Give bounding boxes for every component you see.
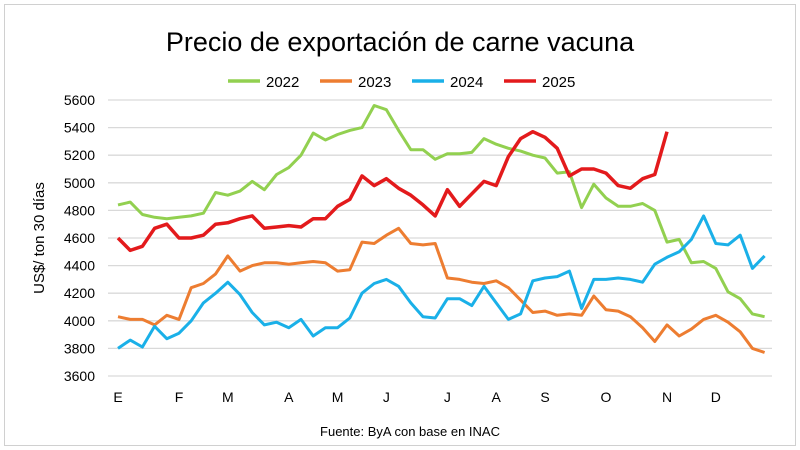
legend: 2022 2023 2024 2025 [228,74,575,91]
x-tick-label: M [222,389,234,405]
series-line-2025 [116,129,669,253]
x-tick-label: E [113,389,122,405]
legend-label-2023: 2023 [358,74,391,91]
y-axis-label: US$/ ton 30 días [31,182,48,294]
x-tick-label: M [332,389,344,405]
series-line-2024 [117,214,766,350]
legend-label-2025: 2025 [542,74,575,91]
legend-label-2022: 2022 [266,74,299,91]
legend-label-2024: 2024 [450,74,483,91]
x-tick-label: S [540,389,549,405]
x-tick-label: O [601,389,612,405]
series-line-2023 [117,226,766,354]
gridlines [108,99,772,377]
y-tick-label: 5600 [64,92,95,108]
y-tick-label: 5000 [64,175,95,191]
y-tick-label: 4000 [64,313,95,329]
chart-frame [4,4,796,446]
y-tick-label: 4400 [64,258,95,274]
y-tick-label: 4600 [64,230,95,246]
y-tick-label: 4800 [64,202,95,218]
y-axis-ticks: 3600 3800 4000 4200 4400 4600 4800 5000 5200 5400… [64,92,95,384]
y-tick-label: 4200 [64,285,95,301]
x-tick-label: D [711,389,721,405]
x-tick-label: N [662,389,672,405]
series-lines [116,104,766,354]
source-note: Fuente: ByA con base en INAC [320,424,500,439]
y-tick-label: 3800 [64,340,95,356]
y-tick-label: 5400 [64,120,95,136]
x-tick-label: A [284,389,294,405]
y-tick-label: 3600 [64,368,95,384]
y-tick-label: 5200 [64,147,95,163]
x-tick-label: J [383,389,390,405]
chart-title: Precio de exportación de carne vacuna [166,27,635,57]
series-line-2022 [117,104,765,319]
x-tick-label: J [444,389,451,405]
x-tick-label: F [175,389,184,405]
x-tick-label: A [492,389,502,405]
